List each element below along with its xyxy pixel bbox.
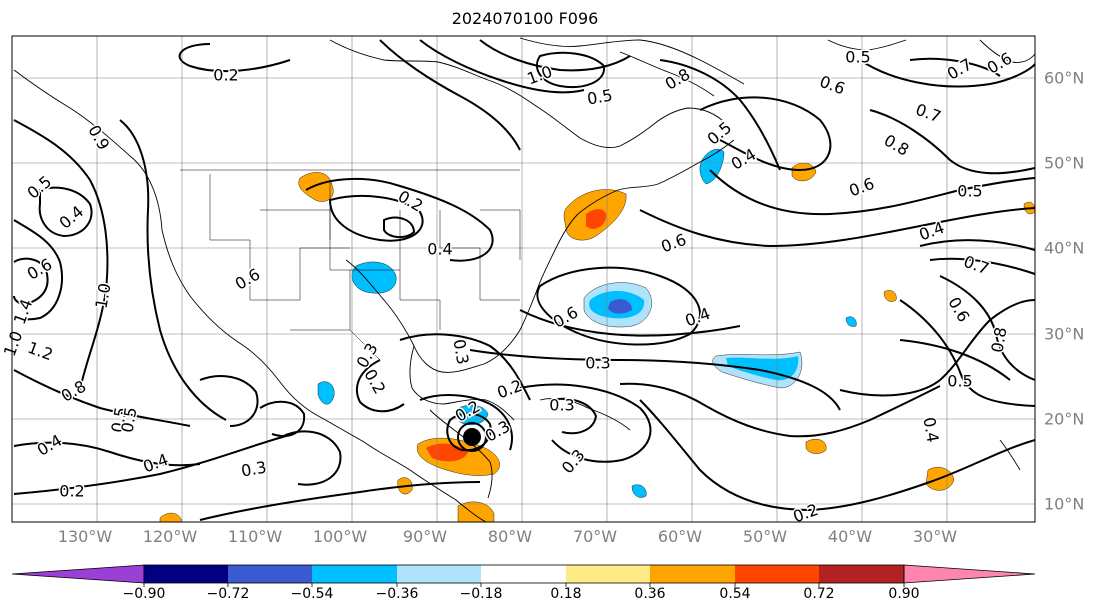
- lon-label: 30°W: [912, 527, 958, 546]
- colorbar-right-arrow: [903, 564, 1036, 584]
- colorbar-tick-label: 0.90: [888, 586, 920, 602]
- colorbar-tick-label: 0.18: [550, 586, 582, 602]
- colorbar-segment-5: [481, 565, 566, 583]
- colorbar-tick-label: −0.90: [122, 586, 166, 602]
- colorbar-segment-4: [397, 565, 481, 583]
- lat-label: 30°N: [1044, 324, 1085, 344]
- colorbar-tick-label: 0.54: [719, 586, 751, 602]
- colorbar-segment-6: [566, 565, 650, 583]
- colorbar-segment-7: [650, 565, 735, 583]
- lon-label: 60°W: [657, 527, 703, 546]
- colorbar-segment-2: [228, 565, 312, 583]
- map-background: [12, 36, 1035, 522]
- lon-label: 50°W: [742, 527, 788, 546]
- shade-orange-north-atlantic: [791, 162, 817, 182]
- colorbar-tick-label: 0.72: [803, 586, 835, 602]
- colorbar-left-arrow: [11, 564, 145, 584]
- shade-blue-caribbean: [631, 484, 647, 498]
- colorbar-segment-1: [144, 565, 228, 583]
- contour-label: 1.0: [91, 282, 114, 310]
- shade-blue-maritimes: [699, 149, 725, 185]
- colorbar-tick-label: −0.54: [290, 586, 334, 602]
- shade-orange-east-atlantic-2: [805, 439, 827, 454]
- contour-label: 0.5: [947, 372, 972, 391]
- shade-orange-great-lakes: [298, 172, 334, 202]
- state-borders: [180, 169, 521, 361]
- colorbar-segment-9: [819, 565, 904, 583]
- shade-blue-atlantic-small: [845, 316, 857, 327]
- lat-label: 10°N: [1044, 494, 1085, 514]
- storm-marker: [457, 422, 487, 452]
- contour-label: 0.5: [107, 406, 130, 434]
- lon-label: 80°W: [487, 527, 533, 546]
- contour-label: 0.2: [213, 66, 238, 85]
- lon-label: 130°W: [57, 527, 113, 546]
- colorbar-tick-label: −0.36: [375, 586, 419, 602]
- contour-label: 0.2: [59, 482, 84, 501]
- lat-label: 20°N: [1044, 409, 1085, 429]
- colorbar-outline: [143, 564, 905, 584]
- colorbar: [11, 564, 1036, 587]
- shade-blue-mexico-west: [317, 381, 335, 405]
- colorbar-segment-8: [735, 565, 819, 583]
- lon-label: 110°W: [227, 527, 283, 546]
- lat-label: 60°N: [1044, 68, 1085, 88]
- contour-label: 0.3: [585, 354, 610, 373]
- lat-label: 50°N: [1044, 153, 1085, 173]
- gridlines: [12, 36, 1035, 522]
- shade-red-new-england: [586, 209, 607, 229]
- lon-label: 70°W: [572, 527, 618, 546]
- map-frame: [11, 35, 1036, 523]
- contour-label: 0.4: [919, 416, 942, 444]
- colorbar-tick-label: −0.18: [459, 586, 503, 602]
- coastlines: [13, 37, 1036, 523]
- lon-label: 90°W: [402, 527, 448, 546]
- colorbar-segment-3: [312, 565, 397, 583]
- colorbar-tick-label: 0.36: [634, 586, 666, 602]
- lon-label: 40°W: [827, 527, 873, 546]
- colorbar-tick-label: −0.72: [206, 586, 250, 602]
- contour-label: 0.3: [549, 396, 574, 415]
- lon-label: 100°W: [312, 527, 368, 546]
- contour-lines: [13, 39, 1036, 521]
- shade-orange-panama: [457, 501, 495, 523]
- contour-label: 0.5: [117, 406, 140, 434]
- contour-label: 0.8: [987, 326, 1010, 354]
- map-title: 2024070100 F096: [451, 9, 599, 28]
- contour-label: 0.4: [427, 240, 452, 259]
- shade-orange-east-atlantic-3: [883, 290, 897, 302]
- contour-label: 0.5: [957, 182, 982, 201]
- contour-label: 0.5: [845, 48, 870, 67]
- lon-label: 120°W: [142, 527, 198, 546]
- shade-darkblue-atlantic: [608, 299, 632, 314]
- lat-label: 40°N: [1044, 238, 1085, 258]
